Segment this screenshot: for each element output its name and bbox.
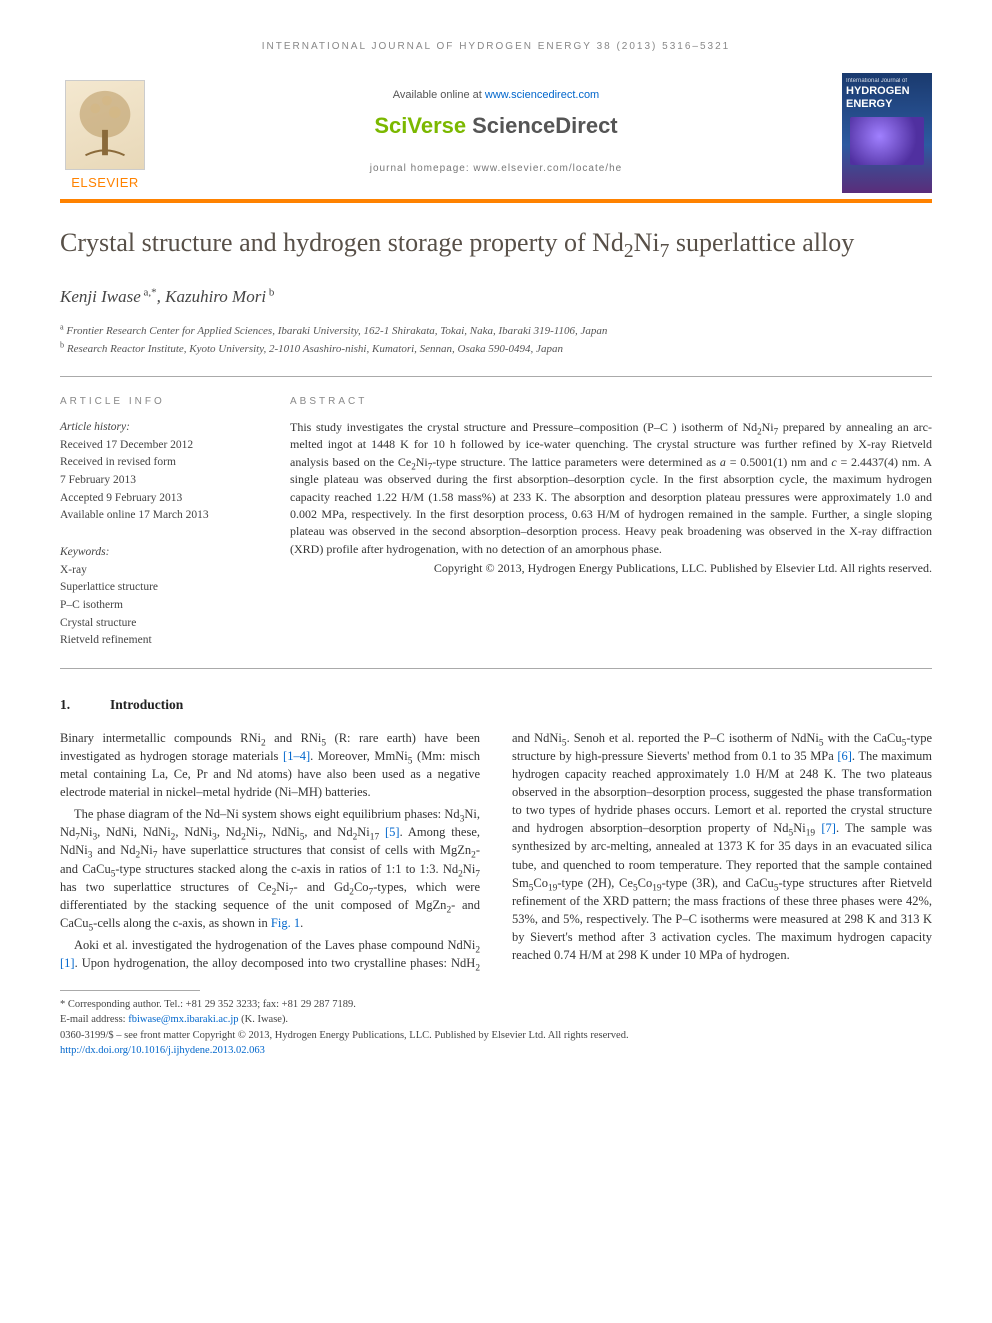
running-head: INTERNATIONAL JOURNAL OF HYDROGEN ENERGY… (60, 40, 932, 55)
affiliation-a: a Frontier Research Center for Applied S… (60, 324, 932, 340)
article-info-head: ARTICLE INFO (60, 395, 250, 410)
affil-text-b: Research Reactor Institute, Kyoto Univer… (67, 343, 563, 355)
abstract-column: ABSTRACT This study investigates the cry… (290, 395, 932, 651)
doi-line: http://dx.doi.org/10.1016/j.ijhydene.201… (60, 1043, 932, 1058)
section-number: 1. (60, 695, 110, 715)
orange-divider (60, 199, 932, 203)
cover-journal-name-1: HYDROGEN (846, 86, 928, 98)
cover-art-icon (850, 117, 924, 165)
email-line: E-mail address: fbiwase@mx.ibaraki.ac.jp… (60, 1012, 932, 1027)
cover-journal-prefix: International Journal of (846, 77, 928, 86)
history-line: Available online 17 March 2013 (60, 507, 250, 524)
journal-cover-thumbnail: International Journal of HYDROGEN ENERGY (842, 73, 932, 193)
keywords-label: Keywords: (60, 544, 250, 561)
sciverse-word: SciVerse (374, 110, 466, 142)
abstract-text: This study investigates the crystal stru… (290, 419, 932, 558)
separator-top (60, 376, 932, 377)
authors-line: Kenji Iwase a,*, Kazuhiro Mori b (60, 285, 932, 310)
email-link[interactable]: fbiwase@mx.ibaraki.ac.jp (128, 1014, 238, 1025)
header-block: ELSEVIER Available online at www.science… (60, 73, 932, 193)
sciverse-sciencedirect-logo: SciVerse ScienceDirect (374, 110, 617, 142)
info-abstract-row: ARTICLE INFO Article history: Received 1… (60, 395, 932, 651)
keyword: Crystal structure (60, 615, 250, 632)
history-line: 7 February 2013 (60, 472, 250, 489)
footnote-rule (60, 990, 200, 991)
abstract-copyright: Copyright © 2013, Hydrogen Energy Public… (290, 560, 932, 577)
email-suffix: (K. Iwase). (239, 1014, 289, 1025)
center-header: Available online at www.sciencedirect.co… (164, 73, 828, 193)
sciencedirect-link[interactable]: www.sciencedirect.com (485, 89, 599, 101)
cover-journal-name-2: ENERGY (846, 99, 928, 111)
body-paragraph: Binary intermetallic compounds RNi2 and … (60, 729, 480, 802)
article-info-column: ARTICLE INFO Article history: Received 1… (60, 395, 250, 651)
available-online-line: Available online at www.sciencedirect.co… (393, 88, 599, 104)
keyword: P–C isotherm (60, 597, 250, 614)
history-label: Article history: (60, 419, 250, 436)
corresponding-author-note: * Corresponding author. Tel.: +81 29 352… (60, 997, 932, 1012)
keyword: Superlattice structure (60, 579, 250, 596)
doi-link[interactable]: http://dx.doi.org/10.1016/j.ijhydene.201… (60, 1045, 265, 1056)
history-line: Received in revised form (60, 454, 250, 471)
affil-text-a: Frontier Research Center for Applied Sci… (66, 325, 607, 337)
affil-marker-b: b (60, 340, 64, 349)
available-prefix: Available online at (393, 89, 485, 101)
section-title: Introduction (110, 697, 183, 712)
keyword: Rietveld refinement (60, 632, 250, 649)
elsevier-wordmark: ELSEVIER (71, 174, 139, 193)
journal-homepage-line: journal homepage: www.elsevier.com/locat… (370, 162, 622, 177)
body-paragraph: The phase diagram of the Nd–Ni system sh… (60, 805, 480, 932)
sciencedirect-word: ScienceDirect (472, 110, 618, 142)
affiliation-b: b Research Reactor Institute, Kyoto Univ… (60, 342, 932, 358)
elsevier-logo: ELSEVIER (60, 73, 150, 193)
section-1-head: 1.Introduction (60, 695, 932, 715)
body-two-column: Binary intermetallic compounds RNi2 and … (60, 729, 932, 973)
issn-line: 0360-3199/$ – see front matter Copyright… (60, 1028, 932, 1043)
affil-marker-a: a (60, 322, 64, 331)
elsevier-tree-icon (65, 80, 145, 170)
keyword: X-ray (60, 562, 250, 579)
article-title: Crystal structure and hydrogen storage p… (60, 227, 932, 260)
separator-bottom (60, 668, 932, 669)
history-line: Accepted 9 February 2013 (60, 490, 250, 507)
email-label: E-mail address: (60, 1014, 128, 1025)
abstract-head: ABSTRACT (290, 395, 932, 410)
history-line: Received 17 December 2012 (60, 437, 250, 454)
